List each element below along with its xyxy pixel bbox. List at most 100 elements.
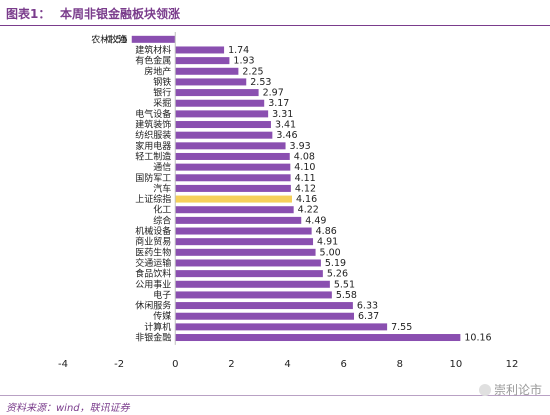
data-label: 5.51	[334, 279, 355, 290]
data-label: 5.00	[320, 247, 341, 258]
data-label: -1.55	[103, 34, 128, 45]
category-label: 采掘	[153, 97, 171, 109]
category-label: 国防军工	[135, 172, 171, 184]
bar	[175, 238, 314, 246]
data-label: 1.74	[228, 45, 249, 56]
watermark-text: 崇利论市	[493, 383, 542, 397]
data-label: 1.93	[233, 56, 254, 67]
category-label: 银行	[153, 87, 171, 99]
data-label: 6.37	[358, 311, 379, 322]
source-note: 资料来源：wind，联讯证券	[6, 403, 130, 414]
bar	[175, 302, 353, 310]
category-label: 电子	[153, 289, 171, 301]
category-label: 非银金融	[135, 332, 171, 344]
x-tick-label: 0	[172, 359, 178, 370]
bar	[175, 121, 271, 129]
data-label: 4.12	[295, 183, 316, 194]
bar	[175, 184, 291, 192]
bar-chart: 农林牧渔-1.55 建筑材料 1.74 有色金属 1.93 房地产 2.25 钢铁 2.53 银行…	[58, 32, 519, 370]
category-label: 综合	[153, 214, 171, 226]
bar	[175, 99, 265, 107]
header-divider	[0, 25, 550, 26]
category-label: 农林牧渔	[91, 33, 127, 45]
x-tick-label: -4	[58, 359, 68, 370]
category-label: 公用事业	[135, 278, 171, 290]
data-label: 4.86	[316, 226, 337, 237]
data-label: 6.33	[357, 301, 378, 312]
x-tick-label: 4	[284, 359, 290, 370]
category-label: 上证综指	[135, 193, 171, 205]
data-label: 3.41	[275, 120, 296, 131]
data-label: 2.53	[250, 77, 271, 88]
bar	[175, 174, 291, 182]
category-label: 机械设备	[135, 225, 171, 237]
x-tick-label: 12	[506, 359, 519, 370]
category-label: 建筑装饰	[135, 119, 171, 131]
category-label: 钢铁	[153, 76, 171, 88]
data-label: 4.16	[296, 194, 317, 205]
category-label: 电气设备	[135, 108, 171, 120]
figure-title: 本周非银金融板块领涨	[60, 7, 181, 21]
footer-divider	[0, 395, 550, 396]
bar	[175, 195, 292, 203]
bar	[175, 227, 312, 235]
data-label: 2.97	[263, 88, 284, 99]
bar	[175, 216, 302, 224]
data-label: 5.19	[325, 258, 346, 269]
data-label: 3.46	[276, 130, 297, 141]
category-label: 食品饮料	[135, 268, 171, 280]
category-label: 计算机	[144, 321, 171, 333]
category-label: 建筑材料	[135, 44, 171, 56]
data-label: 4.91	[317, 237, 338, 248]
bar	[175, 67, 239, 75]
data-label: 5.26	[327, 269, 348, 280]
figure-header: 图表1： 本周非银金融板块领涨	[0, 0, 550, 26]
data-label: 10.16	[464, 333, 491, 344]
bar	[175, 280, 330, 288]
bar	[175, 131, 273, 139]
bar	[175, 206, 294, 214]
watermark: 崇利论市	[478, 381, 542, 398]
x-tick-label: 6	[340, 359, 346, 370]
category-label: 房地产	[144, 65, 171, 77]
bar	[175, 110, 269, 118]
bar	[175, 270, 323, 278]
bar	[175, 323, 388, 331]
bar	[175, 46, 225, 54]
data-label: 4.22	[298, 205, 319, 216]
bar	[175, 291, 332, 299]
bar	[175, 334, 461, 342]
data-label: 4.49	[305, 215, 326, 226]
chat-bubble-icon	[478, 384, 491, 396]
x-tick-label: 2	[228, 359, 234, 370]
bar	[175, 78, 247, 86]
bar	[175, 57, 230, 65]
bar	[131, 35, 176, 43]
data-label: 3.17	[268, 98, 289, 109]
bar	[175, 152, 290, 160]
category-label: 纺织服装	[135, 129, 171, 141]
data-label: 3.93	[290, 141, 311, 152]
bar	[175, 248, 316, 256]
data-label: 4.10	[294, 162, 315, 173]
x-tick-label: 8	[397, 359, 403, 370]
bar	[175, 89, 259, 97]
x-tick-label: -2	[114, 359, 124, 370]
bar	[175, 163, 291, 171]
figure-label: 图表1：	[6, 7, 51, 21]
category-label: 化工	[153, 204, 171, 216]
bar	[175, 142, 286, 150]
data-label: 2.25	[242, 66, 263, 77]
category-label: 休闲服务	[135, 300, 171, 312]
category-label: 通信	[153, 161, 171, 173]
category-label: 轻工制造	[135, 150, 171, 162]
data-label: 7.55	[391, 322, 412, 333]
data-label: 5.58	[336, 290, 357, 301]
category-label: 医药生物	[135, 246, 171, 258]
category-label: 汽车	[153, 182, 171, 194]
data-label: 4.08	[294, 151, 315, 162]
category-label: 传媒	[153, 310, 171, 322]
data-label: 3.31	[272, 109, 293, 120]
bar	[175, 312, 355, 320]
category-label: 家用电器	[135, 140, 171, 152]
